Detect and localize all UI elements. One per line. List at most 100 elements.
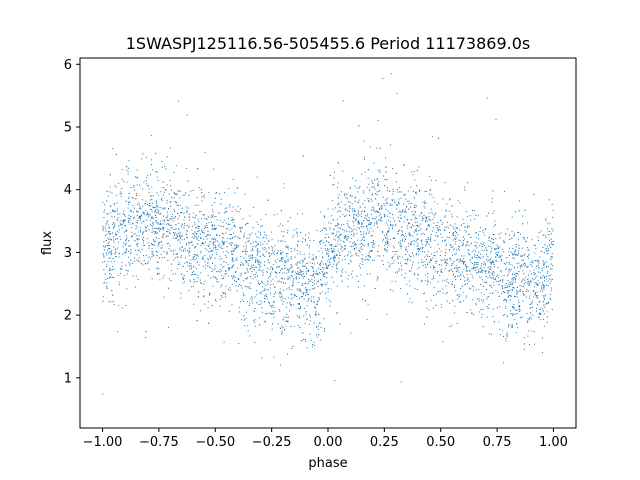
data-point: [480, 242, 482, 244]
data-point: [411, 252, 413, 254]
data-point: [152, 217, 154, 219]
data-point: [455, 290, 457, 292]
data-point: [216, 234, 218, 236]
data-point: [494, 224, 496, 226]
data-point: [539, 312, 541, 314]
data-point: [211, 238, 213, 240]
data-point: [106, 212, 108, 214]
data-point: [423, 234, 425, 236]
data-point: [304, 307, 306, 309]
data-point: [116, 238, 118, 240]
data-point: [361, 254, 363, 256]
data-point: [185, 250, 187, 252]
data-point: [254, 276, 256, 278]
data-point: [141, 263, 143, 265]
data-point: [488, 333, 490, 335]
data-point: [392, 193, 394, 195]
data-point: [330, 248, 332, 250]
data-point: [369, 223, 371, 225]
data-point: [250, 265, 252, 267]
data-point: [508, 290, 510, 292]
data-point: [493, 262, 495, 264]
data-point: [157, 272, 159, 274]
data-point: [166, 235, 168, 237]
data-point: [546, 316, 548, 318]
data-point: [453, 312, 455, 314]
data-point: [399, 191, 401, 193]
data-point: [295, 276, 297, 278]
data-point: [464, 186, 466, 188]
data-point: [384, 179, 386, 181]
data-point: [415, 230, 417, 232]
data-point: [422, 232, 424, 234]
data-point: [511, 288, 513, 290]
data-point: [283, 183, 285, 185]
data-point: [428, 216, 430, 218]
data-point: [456, 268, 458, 270]
data-point: [354, 209, 356, 211]
data-point: [191, 241, 193, 243]
data-point: [528, 257, 530, 259]
data-point: [407, 260, 409, 262]
data-point: [521, 264, 523, 266]
x-axis-ticks: −1.00 −0.75 −0.50 −0.25 0.00 0.25 0.50 0.75 1.00: [83, 428, 568, 450]
data-point: [262, 254, 264, 256]
data-point: [347, 201, 349, 203]
data-point: [492, 238, 494, 240]
data-point: [432, 196, 434, 198]
data-point: [200, 310, 202, 312]
data-point: [260, 218, 262, 220]
data-point: [321, 229, 323, 231]
data-point: [473, 209, 475, 211]
data-point: [120, 191, 122, 193]
data-point: [198, 221, 200, 223]
data-point: [147, 174, 149, 176]
data-point: [464, 226, 466, 228]
data-point: [327, 255, 329, 257]
data-point: [490, 263, 492, 265]
data-point: [516, 309, 518, 311]
data-point: [113, 225, 115, 227]
data-point: [483, 263, 485, 265]
data-point: [115, 232, 117, 234]
data-point: [257, 260, 259, 262]
data-point: [431, 230, 433, 232]
data-point: [127, 173, 129, 175]
data-point: [240, 261, 242, 263]
data-point: [292, 236, 294, 238]
data-point: [445, 293, 447, 295]
data-point: [329, 261, 331, 263]
data-point: [166, 199, 168, 201]
data-point: [111, 276, 113, 278]
data-point: [358, 201, 359, 203]
data-point: [126, 288, 128, 290]
data-point: [252, 297, 254, 299]
data-point: [279, 297, 281, 299]
data-point: [454, 305, 456, 307]
data-point: [451, 216, 453, 218]
data-point: [155, 200, 157, 202]
data-point: [291, 250, 293, 252]
data-point: [150, 208, 152, 210]
data-point: [433, 267, 435, 269]
data-point: [516, 292, 518, 294]
data-point: [536, 275, 538, 277]
data-point: [224, 192, 226, 194]
data-point: [487, 277, 489, 279]
data-point: [155, 206, 157, 208]
data-point: [512, 289, 514, 291]
data-point: [262, 225, 264, 227]
data-point: [403, 236, 405, 238]
data-point: [259, 324, 261, 326]
data-point: [186, 230, 188, 232]
data-point: [288, 270, 290, 272]
data-point: [247, 223, 249, 225]
data-point: [126, 166, 128, 168]
data-point: [268, 253, 270, 254]
data-point: [507, 273, 509, 275]
data-point: [135, 228, 137, 230]
data-point: [484, 282, 486, 284]
data-point: [118, 253, 120, 255]
data-point: [354, 197, 356, 199]
